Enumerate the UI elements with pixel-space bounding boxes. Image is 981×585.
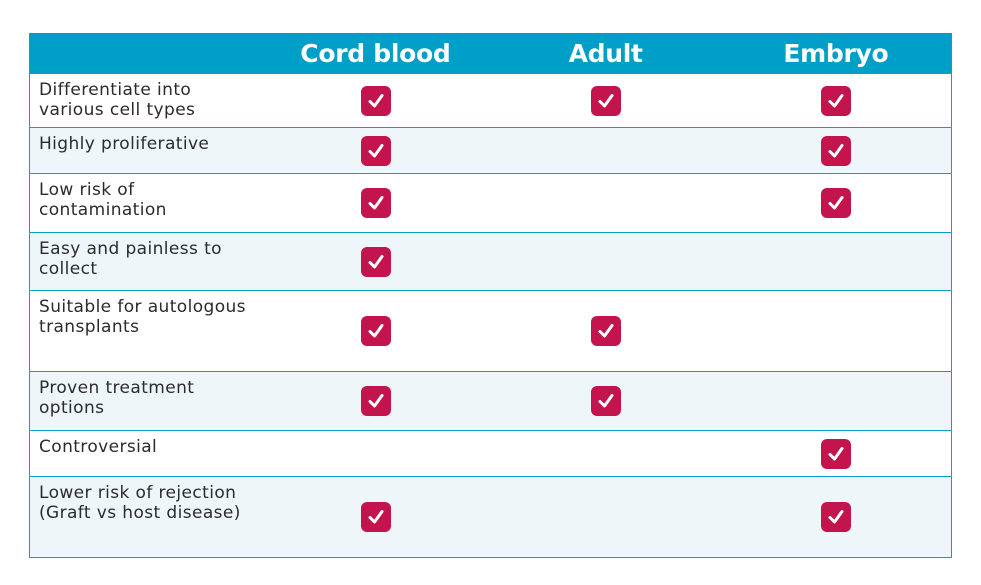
table-row: Easy and painless to collect xyxy=(30,232,951,290)
table-cell xyxy=(261,372,491,430)
table-cell xyxy=(721,74,951,127)
checkmark-icon xyxy=(591,386,621,416)
table-cell xyxy=(721,233,951,290)
column-header-cord-blood: Cord blood xyxy=(300,38,451,68)
checkmark-icon xyxy=(591,85,621,116)
table-cell xyxy=(261,74,491,127)
column-header-embryo: Embryo xyxy=(783,38,889,68)
row-label: Suitable for autologous transplants xyxy=(39,297,246,337)
table-row: Proven treatment options xyxy=(30,371,951,430)
table-cell xyxy=(491,174,721,232)
checkmark-icon xyxy=(361,85,391,116)
table-cell xyxy=(721,372,951,430)
table-cell xyxy=(261,128,491,173)
row-label: Highly proliferative xyxy=(39,134,210,154)
row-label: Low risk of contamination xyxy=(39,180,167,220)
table-cell xyxy=(261,174,491,232)
checkmark-icon xyxy=(821,438,851,469)
row-label: Proven treatment options xyxy=(39,378,195,418)
table-cell xyxy=(721,291,951,371)
checkmark-icon xyxy=(361,135,391,166)
table-cell xyxy=(721,431,951,476)
checkmark-icon xyxy=(361,188,391,218)
row-label: Easy and painless to collect xyxy=(39,239,222,279)
table-cell xyxy=(491,372,721,430)
table-cell xyxy=(261,291,491,371)
table-cell xyxy=(261,233,491,290)
checkmark-icon xyxy=(361,386,391,416)
table-row: Lower risk of rejection (Graft vs host d… xyxy=(30,476,951,557)
checkmark-icon xyxy=(821,135,851,166)
table-cell xyxy=(491,233,721,290)
checkmark-icon xyxy=(361,502,391,532)
table-cell xyxy=(261,477,491,557)
table-cell xyxy=(491,477,721,557)
checkmark-icon xyxy=(821,188,851,218)
checkmark-icon xyxy=(821,502,851,532)
table-cell xyxy=(721,128,951,173)
table-row: Controversial xyxy=(30,430,951,476)
table-row: Differentiate into various cell types xyxy=(30,73,951,127)
row-label: Differentiate into various cell types xyxy=(39,80,196,120)
table-cell xyxy=(721,174,951,232)
column-header-adult: Adult xyxy=(568,38,643,68)
comparison-table: Cord blood Adult Embryo Differentiate in… xyxy=(29,33,952,558)
table-row: Suitable for autologous transplants xyxy=(30,290,951,371)
table-cell xyxy=(491,291,721,371)
row-label: Controversial xyxy=(39,437,158,457)
checkmark-icon xyxy=(821,85,851,116)
row-label: Lower risk of rejection (Graft vs host d… xyxy=(39,483,241,523)
checkmark-icon xyxy=(591,316,621,346)
table-body: Differentiate into various cell types Hig… xyxy=(30,73,951,557)
table-cell xyxy=(261,431,491,476)
table-header: Cord blood Adult Embryo xyxy=(30,33,951,73)
table-cell xyxy=(721,477,951,557)
checkmark-icon xyxy=(361,246,391,277)
table-cell xyxy=(491,74,721,127)
table-row: Highly proliferative xyxy=(30,127,951,173)
checkmark-icon xyxy=(361,316,391,346)
table-row: Low risk of contamination xyxy=(30,173,951,232)
table-cell xyxy=(491,431,721,476)
table-cell xyxy=(491,128,721,173)
